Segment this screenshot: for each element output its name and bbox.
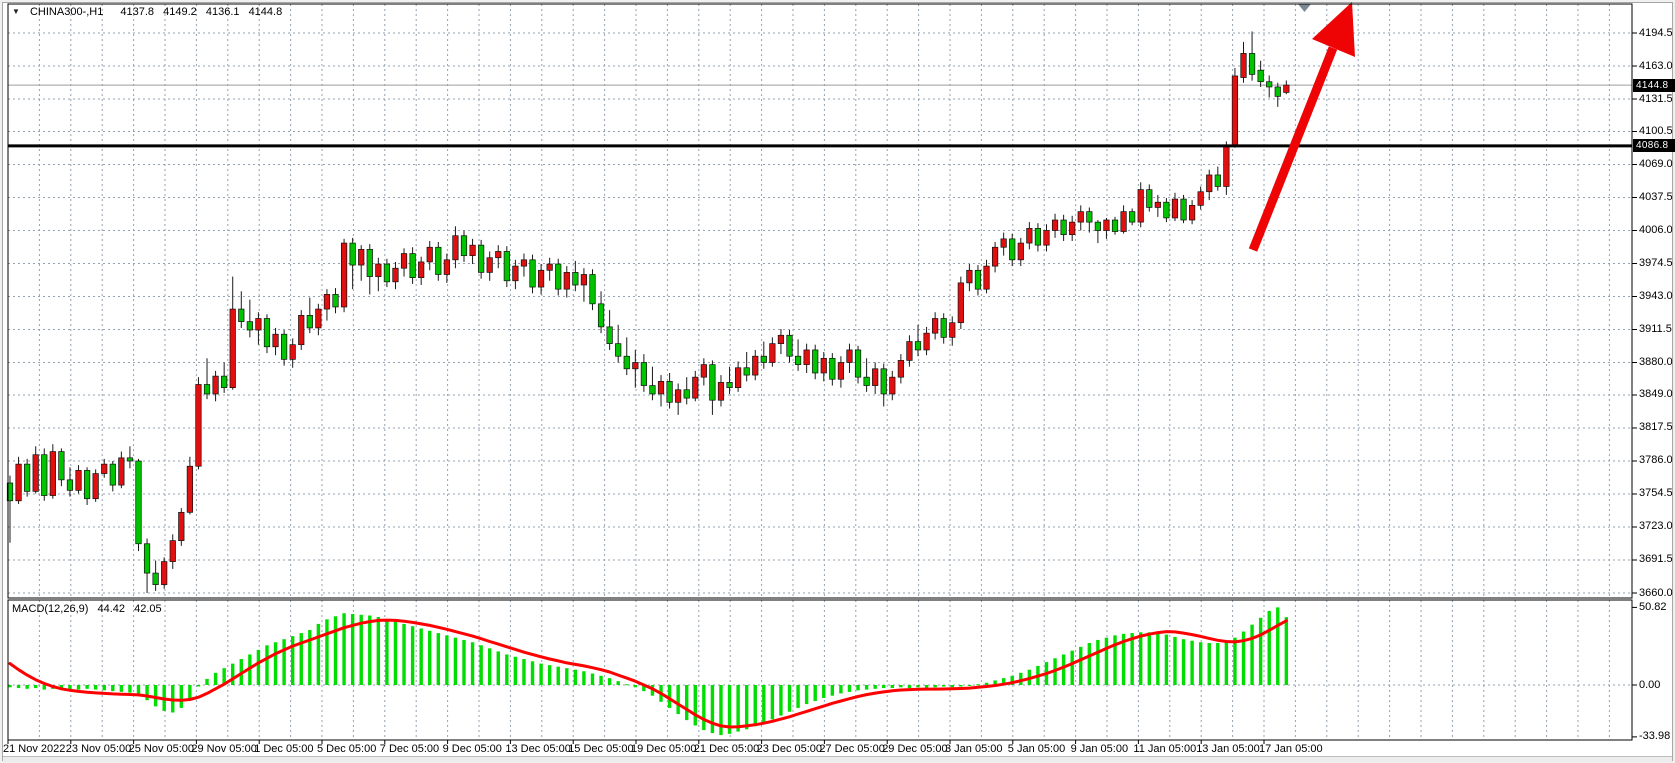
symbol-dropdown-icon[interactable]: ▼ — [12, 7, 20, 16]
time-axis-label: 17 Jan 05:00 — [1259, 743, 1323, 755]
time-axis-label: 13 Dec 05:00 — [505, 743, 571, 755]
ohlc-close: 4144.8 — [248, 6, 283, 18]
macd-histogram-series — [8, 607, 1289, 736]
horizontal-line-price-badge: 4086.8 — [1633, 139, 1675, 153]
price-axis-label: 3723.0 — [1639, 520, 1673, 533]
time-axis-label: 29 Dec 05:00 — [882, 743, 948, 755]
time-axis-label: 21 Dec 05:00 — [693, 743, 760, 755]
time-axis-label: 11 Jan 05:00 — [1133, 743, 1197, 755]
trend-arrow-annotation[interactable] — [1248, 2, 1355, 252]
price-axis-label: 4194.5 — [1639, 26, 1673, 39]
price-axis-label: 3817.5 — [1639, 421, 1673, 434]
time-axis-label: 1 Dec 05:00 — [254, 743, 314, 755]
chart-title: ▼ CHINA300-,H1 4137.8 4149.2 4136.1 4144… — [12, 6, 288, 18]
time-axis-label: 23 Dec 05:00 — [756, 743, 823, 755]
time-axis-label: 29 Nov 05:00 — [191, 743, 257, 755]
macd-indicator-label: MACD(12,26,9) 44.42 42.05 — [12, 603, 168, 615]
time-axis-label: 3 Jan 05:00 — [945, 743, 1003, 755]
time-axis-label: 25 Nov 05:00 — [128, 743, 195, 755]
price-axis-label: 4037.5 — [1639, 190, 1673, 203]
current-price-badge: 4144.8 — [1633, 78, 1675, 92]
time-axis-label: 7 Dec 05:00 — [379, 743, 440, 755]
macd-signal-line — [8, 618, 1288, 729]
price-axis-label: 3849.0 — [1639, 388, 1673, 401]
time-axis-label: 15 Dec 05:00 — [568, 743, 634, 755]
price-axis-label: 4069.0 — [1639, 157, 1673, 170]
ohlc-open: 4137.8 — [120, 6, 155, 18]
window-bottom-edge — [3, 756, 1672, 762]
candlestick-series[interactable] — [6, 31, 1290, 593]
price-axis-label: 3943.0 — [1639, 289, 1673, 302]
price-axis-label: 4100.5 — [1639, 124, 1673, 137]
macd-axis-label: 50.82 — [1639, 600, 1667, 613]
price-axis-label: 3691.5 — [1639, 553, 1673, 566]
ohlc-low: 4136.1 — [205, 6, 240, 18]
price-axis-label: 4131.5 — [1639, 92, 1673, 105]
price-axis-label: 3911.5 — [1639, 323, 1672, 335]
price-axis-label: 3786.0 — [1639, 454, 1673, 467]
macd-signal-value: 42.05 — [134, 603, 162, 615]
time-axis-label: 21 Nov 2022 — [3, 743, 66, 755]
axis-ticks — [7, 32, 1637, 744]
time-axis-label: 9 Dec 05:00 — [442, 743, 502, 755]
time-axis-label: 27 Dec 05:00 — [819, 743, 885, 755]
time-axis-label: 5 Dec 05:00 — [317, 743, 377, 755]
macd-name-label: MACD(12,26,9) — [12, 603, 89, 615]
grid — [8, 4, 1632, 740]
time-axis-label: 19 Dec 05:00 — [631, 743, 697, 755]
price-axis-label: 3754.5 — [1639, 487, 1673, 500]
price-axis-label: 3974.5 — [1639, 256, 1673, 269]
time-axis-label: 9 Jan 05:00 — [1070, 743, 1129, 755]
time-axis-label: 5 Jan 05:00 — [1007, 743, 1066, 755]
macd-axis-label: -33.98 — [1639, 730, 1671, 743]
ohlc-readout: 4137.8 4149.2 4136.1 4144.8 — [120, 6, 288, 18]
time-axis-label: 23 Nov 05:00 — [65, 743, 132, 755]
price-axis-label: 3880.0 — [1639, 356, 1673, 368]
macd-axis-label: 0.00 — [1639, 678, 1661, 691]
time-axis-label: 13 Jan 05:00 — [1196, 743, 1260, 755]
price-axis-label: 4006.0 — [1639, 223, 1673, 236]
macd-main-value: 44.42 — [97, 603, 126, 615]
chart-shift-marker-icon[interactable] — [1298, 4, 1311, 12]
ohlc-high: 4149.2 — [163, 6, 197, 18]
price-axis-label: 3660.0 — [1639, 586, 1673, 599]
symbol-timeframe-label: CHINA300-,H1 — [29, 6, 104, 18]
price-axis-label: 4163.0 — [1639, 59, 1673, 72]
